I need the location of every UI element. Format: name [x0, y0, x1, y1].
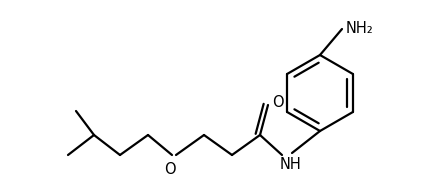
Text: O: O — [272, 95, 283, 110]
Text: O: O — [164, 162, 176, 177]
Text: NH₂: NH₂ — [346, 21, 374, 36]
Text: NH: NH — [280, 157, 302, 172]
